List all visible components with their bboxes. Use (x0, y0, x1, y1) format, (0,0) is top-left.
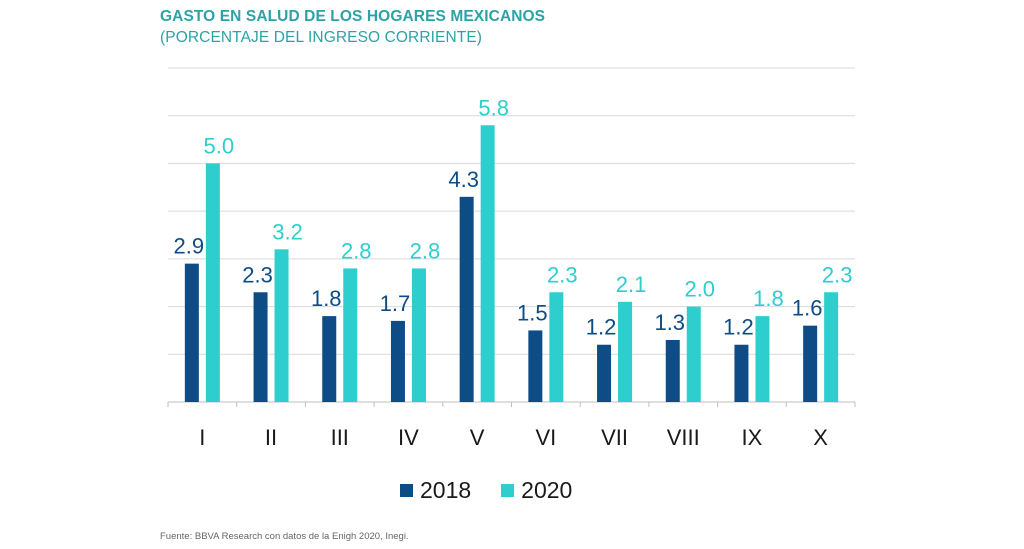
data-label-2020-VI: 2.3 (547, 262, 578, 287)
legend-label-2020: 2020 (521, 477, 573, 503)
x-tick-label-I: I (199, 425, 205, 450)
legend-label-2018: 2018 (420, 477, 472, 503)
x-tick-label-II: II (265, 425, 277, 450)
bar-2020-VII (618, 301, 633, 402)
x-tick-label-IX: IX (742, 425, 763, 450)
data-label-2020-IV: 2.8 (410, 238, 441, 263)
data-label-2018-III: 1.8 (311, 286, 342, 311)
data-label-2020-VII: 2.1 (616, 272, 647, 297)
bar-2018-VIII (665, 339, 680, 402)
bar-2020-VI (549, 292, 564, 402)
data-label-2020-VIII: 2.0 (684, 277, 715, 302)
bar-2020-IX (755, 316, 770, 402)
bar-2018-X (803, 325, 818, 402)
bar-2018-III (322, 316, 337, 402)
bar-2018-I (184, 263, 199, 402)
data-label-2020-IX: 1.8 (753, 286, 784, 311)
data-label-2020-III: 2.8 (341, 238, 372, 263)
data-label-2018-VII: 1.2 (586, 315, 617, 340)
data-label-2020-V: 5.8 (478, 95, 509, 120)
bar-2020-I (205, 163, 220, 402)
data-label-2018-V: 4.3 (448, 167, 479, 192)
bar-2020-V (480, 125, 495, 402)
data-label-2020-II: 3.2 (272, 219, 303, 244)
x-tick-label-III: III (331, 425, 349, 450)
bar-2020-VIII (686, 306, 701, 402)
data-label-2018-VI: 1.5 (517, 300, 548, 325)
data-label-2018-I: 2.9 (174, 234, 205, 259)
legend-item-2018: 2018 (400, 477, 471, 504)
data-label-2018-II: 2.3 (242, 262, 273, 287)
bar-2020-IV (411, 268, 426, 402)
x-tick-label-V: V (470, 425, 485, 450)
x-tick-label-VIII: VIII (667, 425, 700, 450)
data-label-2018-IV: 1.7 (380, 291, 411, 316)
bar-2018-II (253, 292, 268, 402)
x-tick-label-VII: VII (601, 425, 628, 450)
bar-2018-IX (734, 344, 749, 402)
bar-2020-II (274, 249, 289, 402)
bar-2018-V (459, 196, 474, 402)
data-label-2018-IX: 1.2 (723, 315, 754, 340)
x-tick-label-IV: IV (398, 425, 419, 450)
data-label-2020-I: 5.0 (204, 133, 235, 158)
chart-legend: 2018 2020 (400, 477, 602, 504)
chart-subtitle: (PORCENTAJE DEL INGRESO CORRIENTE) (160, 29, 483, 46)
bar-2020-III (343, 268, 358, 402)
data-label-2018-X: 1.6 (792, 296, 823, 321)
bar-2018-VII (597, 344, 612, 402)
bar-2018-IV (390, 320, 405, 402)
legend-swatch-2018 (400, 484, 413, 497)
legend-item-2020: 2020 (501, 477, 572, 504)
x-tick-label-VI: VI (535, 425, 556, 450)
data-label-2020-X: 2.3 (822, 262, 853, 287)
data-label-2018-VIII: 1.3 (654, 310, 685, 335)
x-tick-label-X: X (813, 425, 828, 450)
chart-title: GASTO EN SALUD DE LOS HOGARES MEXICANOS (160, 8, 546, 25)
source-note: Fuente: BBVA Research con datos de la En… (160, 531, 409, 542)
legend-swatch-2020 (501, 484, 515, 497)
bar-2018-VI (528, 330, 543, 402)
bar-2020-X (824, 292, 839, 402)
